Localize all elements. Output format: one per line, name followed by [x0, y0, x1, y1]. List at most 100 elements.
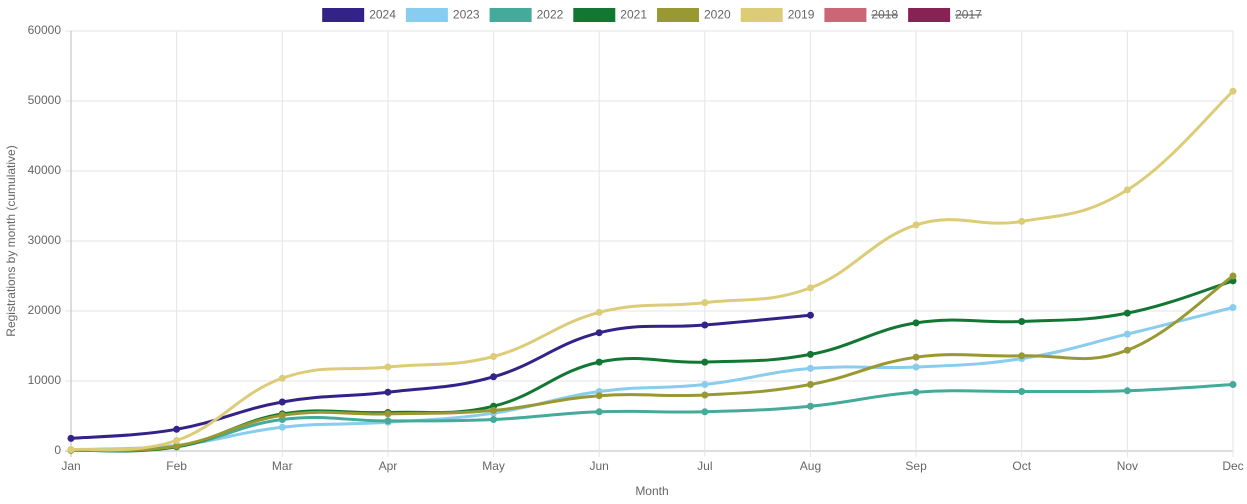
data-point — [912, 353, 920, 361]
data-point — [278, 398, 286, 406]
data-point — [384, 417, 392, 425]
data-point — [912, 319, 920, 327]
x-tick-label: Nov — [1117, 459, 1138, 473]
legend-label: 2018 — [871, 8, 898, 22]
data-point — [701, 381, 709, 388]
x-tick-label: May — [482, 459, 505, 473]
data-point — [1018, 318, 1026, 325]
data-point — [595, 329, 603, 337]
legend-item: 2017 — [908, 8, 982, 22]
x-tick-label: Jun — [590, 459, 609, 473]
data-point — [1018, 388, 1026, 395]
x-tick-label: Oct — [1012, 459, 1031, 473]
data-point — [595, 358, 603, 366]
data-point — [1229, 87, 1237, 95]
legend-item: 2019 — [740, 8, 815, 22]
data-point — [384, 410, 392, 418]
data-point — [1229, 272, 1237, 280]
data-point — [1018, 217, 1026, 225]
legend-swatch — [573, 8, 616, 22]
y-tick-label: 10000 — [28, 373, 62, 387]
data-point — [912, 363, 920, 371]
legend-swatch — [489, 8, 532, 22]
legend-label: 2023 — [453, 8, 480, 22]
data-point — [1123, 330, 1131, 338]
legend-label: 2021 — [620, 8, 647, 22]
legend-swatch — [657, 8, 699, 22]
series-line — [70, 383, 1234, 453]
data-point — [1123, 346, 1131, 354]
x-tick-label: Mar — [272, 459, 293, 473]
legend-item: 2021 — [573, 8, 647, 22]
data-point — [806, 402, 814, 410]
data-point — [806, 284, 814, 292]
data-point — [806, 381, 814, 388]
data-point — [384, 363, 392, 371]
data-point — [173, 442, 181, 450]
data-point — [701, 391, 709, 399]
data-point — [278, 374, 286, 382]
x-tick-label: Aug — [800, 459, 821, 473]
x-axis-title: Month — [635, 484, 668, 498]
legend-swatch — [824, 8, 867, 22]
x-tick-label: Jul — [697, 459, 712, 473]
legend-swatch — [405, 8, 448, 22]
legend-item: 2022 — [489, 8, 564, 22]
legend-item: 2018 — [824, 8, 898, 22]
legend-swatch — [740, 8, 783, 22]
x-tick-label: Jan — [61, 459, 80, 473]
data-point — [1229, 304, 1237, 311]
legend-swatch — [908, 8, 951, 22]
legend-label: 2017 — [955, 8, 982, 22]
x-tick-label: Feb — [166, 459, 187, 473]
legend-item: 2024 — [322, 8, 396, 22]
series-line — [70, 274, 1234, 453]
data-point — [1229, 381, 1237, 388]
data-point — [1018, 352, 1026, 360]
data-point — [490, 416, 498, 423]
legend-label: 2019 — [788, 8, 815, 22]
y-tick-label: 0 — [54, 443, 61, 457]
data-point — [595, 408, 603, 416]
data-point — [912, 388, 920, 396]
y-tick-label: 40000 — [28, 163, 62, 177]
data-point — [67, 434, 75, 442]
data-point — [278, 423, 286, 431]
data-point — [67, 446, 75, 454]
data-point — [595, 308, 603, 316]
data-point — [1229, 277, 1237, 285]
legend-label: 2024 — [369, 8, 396, 22]
data-point — [701, 321, 709, 329]
data-point — [1123, 387, 1131, 395]
legend-item: 2020 — [657, 8, 731, 22]
data-point — [1123, 186, 1131, 194]
y-tick-label: 50000 — [28, 93, 62, 107]
data-point — [173, 437, 181, 444]
x-tick-label: Apr — [379, 459, 398, 473]
data-point — [701, 358, 709, 366]
data-point — [173, 425, 181, 433]
legend-label: 2020 — [704, 8, 731, 22]
legend-swatch — [322, 8, 365, 22]
data-point — [595, 392, 603, 400]
x-tick-label: Sep — [905, 459, 927, 473]
data-point — [806, 311, 814, 319]
data-point — [490, 406, 498, 414]
series-line — [70, 313, 811, 440]
data-point — [490, 373, 498, 381]
data-point — [701, 299, 709, 307]
data-point — [384, 388, 392, 396]
legend-item: 2023 — [405, 8, 480, 22]
data-point — [490, 353, 498, 360]
y-tick-label: 20000 — [28, 303, 62, 317]
y-axis-title: Registrations by month (cumulative) — [4, 145, 18, 336]
data-point — [1123, 309, 1131, 317]
data-point — [806, 350, 814, 358]
data-point — [912, 221, 920, 229]
x-tick-label: Dec — [1222, 459, 1243, 473]
series-line — [70, 90, 1235, 452]
legend-label: 2022 — [537, 8, 564, 22]
data-point — [701, 408, 709, 416]
y-tick-label: 30000 — [28, 233, 62, 247]
